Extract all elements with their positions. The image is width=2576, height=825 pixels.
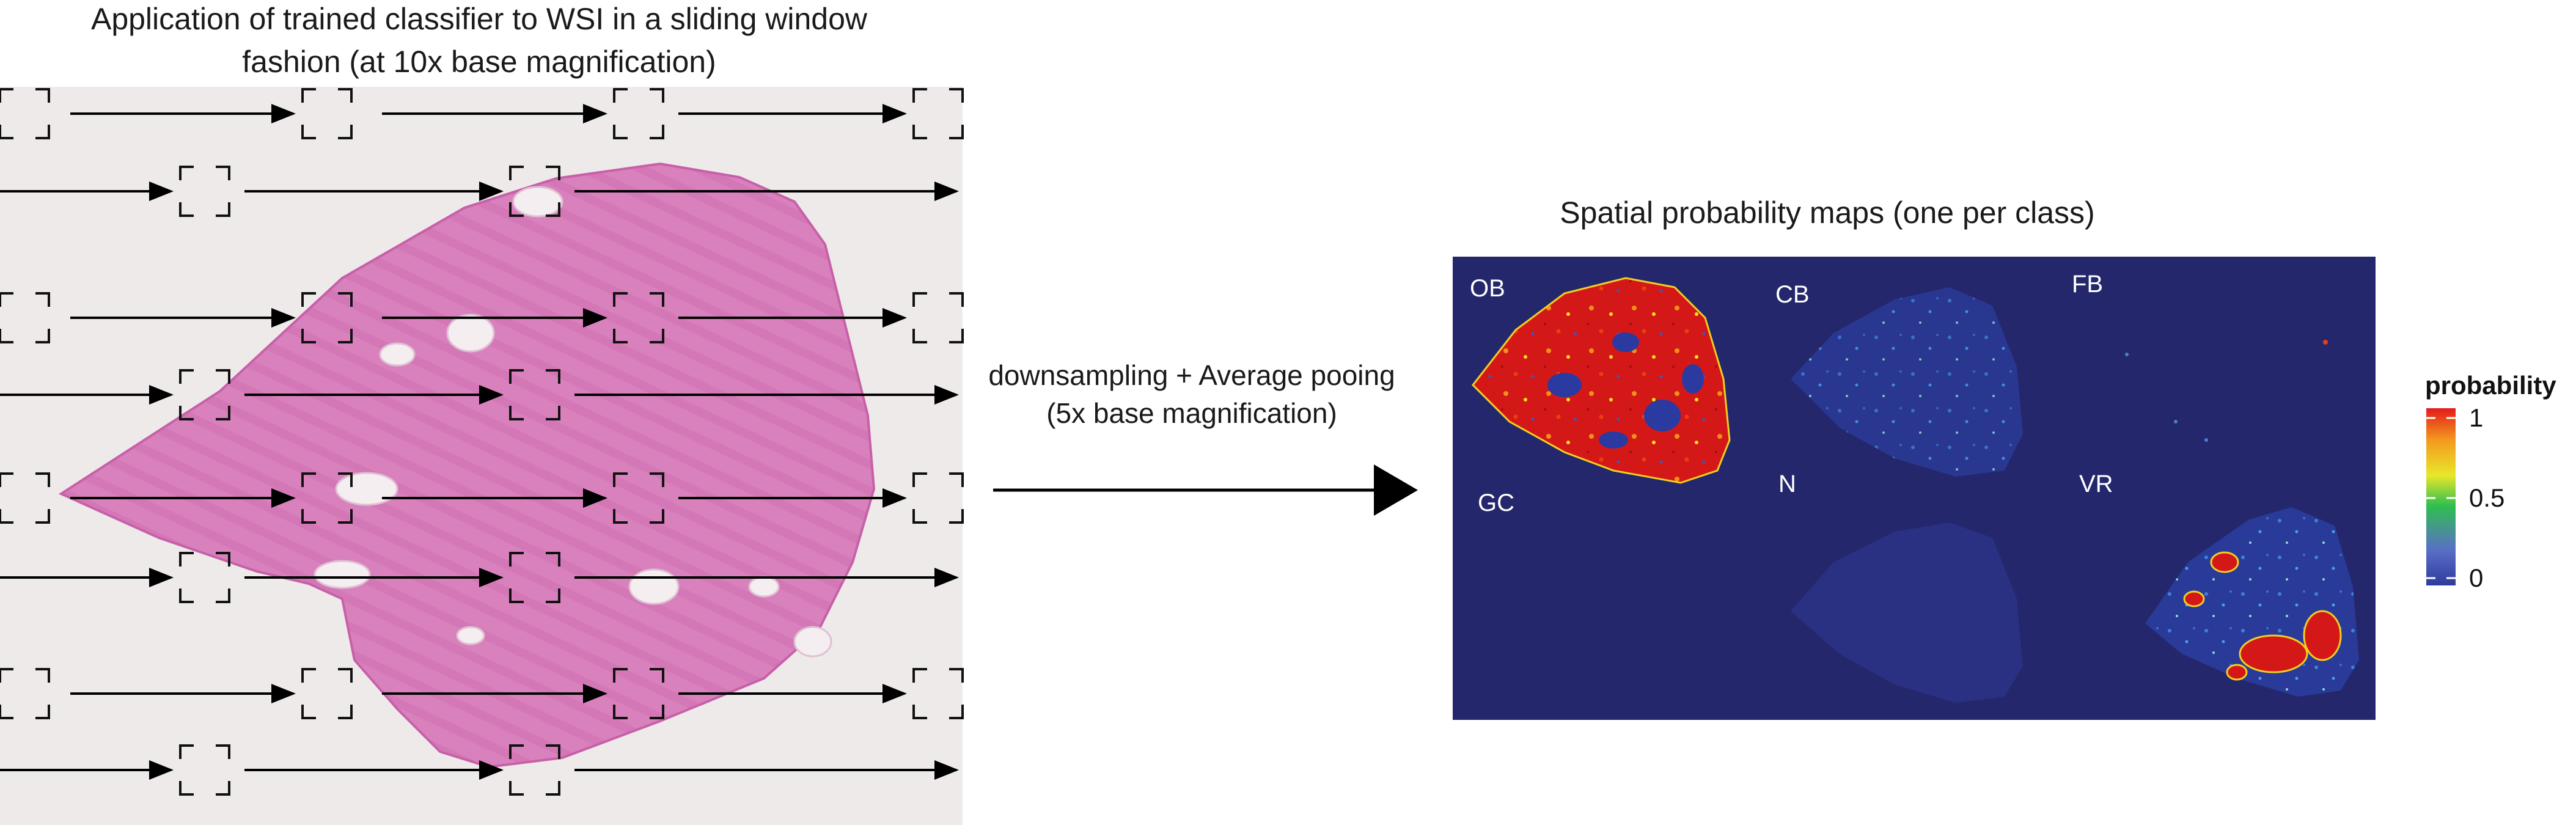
class-label-fb: FB (2072, 271, 2103, 298)
class-label-n: N (1778, 471, 1796, 497)
left-title-line2: fashion (at 10x base magnification) (242, 45, 716, 79)
middle-text-line1: downsampling + Average pooing (988, 359, 1395, 391)
right-title: Spatial probability maps (one per class) (1560, 196, 2094, 230)
map-vr-hot-regions (2183, 551, 2342, 681)
colorbar-tick-marks (2426, 417, 2456, 579)
colorbar: probability 1 0.5 0 (2425, 371, 2556, 592)
window-box (179, 369, 230, 420)
colorbar-tick-0-5: 0.5 (2469, 483, 2504, 512)
colorbar-tick-1: 1 (2469, 403, 2483, 432)
window-box (912, 668, 964, 719)
window-box (912, 472, 964, 524)
window-box (0, 88, 50, 139)
window-box (0, 668, 50, 719)
window-box (0, 292, 50, 343)
map-cb (1791, 287, 2023, 477)
probability-map-panel: OB CB FB GC N VR (1453, 257, 2376, 720)
window-box (301, 472, 353, 524)
class-label-cb: CB (1775, 281, 1810, 308)
window-box (301, 292, 353, 343)
window-box (912, 88, 964, 139)
scan-arrows (0, 104, 959, 780)
window-box (179, 744, 230, 796)
window-box (912, 292, 964, 343)
whole-slide-image (0, 87, 963, 825)
map-ob-low-regions (1547, 332, 1704, 449)
window-box (509, 744, 560, 796)
main-arrow-head (1374, 464, 1418, 516)
window-box (179, 552, 230, 603)
colorbar-tick-0: 0 (2469, 563, 2483, 592)
window-box (509, 369, 560, 420)
window-box (509, 166, 560, 217)
window-box (613, 88, 664, 139)
class-label-gc: GC (1478, 490, 1514, 516)
window-box (613, 668, 664, 719)
left-title-line1: Application of trained classifier to WSI… (91, 2, 868, 36)
class-label-vr: VR (2079, 471, 2113, 497)
window-box (509, 552, 560, 603)
sliding-windows (0, 88, 964, 796)
window-box (301, 668, 353, 719)
window-box (179, 166, 230, 217)
tissue-section (58, 162, 876, 769)
window-box (0, 472, 50, 524)
colorbar-gradient (2426, 408, 2456, 585)
window-box (613, 292, 664, 343)
class-label-ob: OB (1470, 275, 1505, 302)
map-fb-speckles (2125, 340, 2328, 442)
map-ob (1472, 277, 1731, 484)
tissue-lumens (314, 186, 832, 658)
colorbar-title: probability (2425, 371, 2556, 400)
window-box (301, 88, 353, 139)
map-n (1791, 522, 2023, 703)
window-box (613, 472, 664, 524)
middle-text-line2: (5x base magnification) (1046, 397, 1337, 429)
